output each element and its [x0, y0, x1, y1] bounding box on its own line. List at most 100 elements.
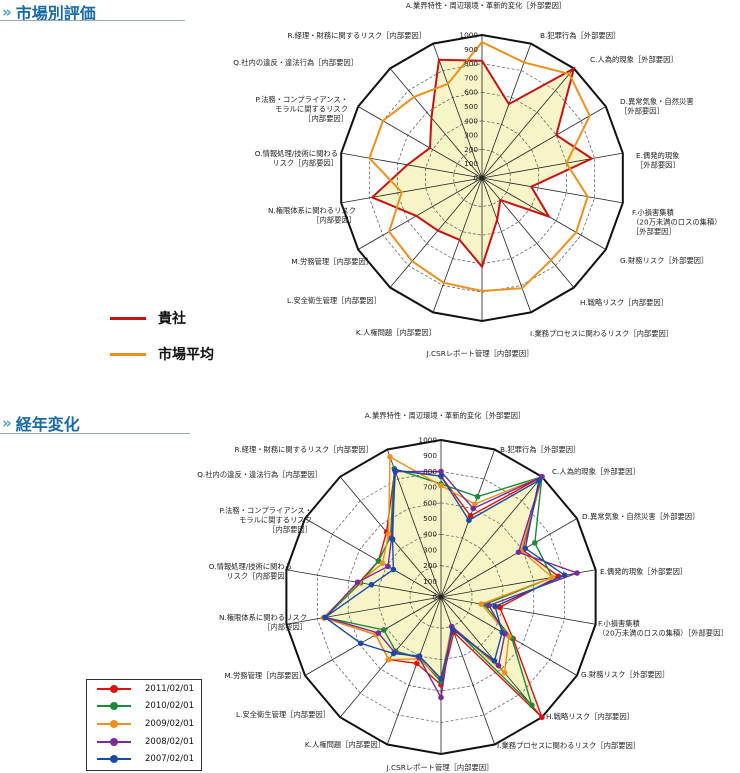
- category-label: G.財務リスク［外部要因］: [620, 256, 708, 265]
- category-label: L.安全衛生管理［内部要因］: [287, 296, 381, 305]
- category-label: E.偶発的現象: [636, 151, 679, 160]
- tick-label: 500: [464, 102, 478, 111]
- category-label: H.戦略リスク［内部要因］: [580, 298, 668, 307]
- data-point: [438, 482, 444, 489]
- legend-item: 2010/02/01: [87, 698, 201, 716]
- data-point: [375, 558, 382, 564]
- category-label: A.業界特性・周辺環境・革新的変化［外部要因］: [365, 411, 525, 420]
- axis-spoke: [432, 177, 483, 313]
- axis-spoke: [440, 569, 596, 598]
- data-point: [496, 604, 503, 611]
- legend-marker: [97, 684, 131, 694]
- data-point: [506, 633, 512, 640]
- radar-chart: 0 100 200 300 400 500 600 700 800 900 1000 A.業界特性・周…: [233, 1, 721, 358]
- data-point: [532, 540, 538, 546]
- tick-label: 300: [464, 131, 478, 140]
- data-point: [492, 603, 498, 610]
- category-label: I.業務プロセスに関わるリスク［内部要因］: [497, 741, 640, 750]
- axis-spoke: [432, 43, 483, 179]
- data-point: [438, 473, 444, 479]
- category-label: J.CSRレポート管理［内部要因］: [386, 763, 494, 772]
- legend-item: 2008/02/01: [87, 733, 201, 751]
- tick-label: 500: [423, 514, 437, 523]
- axis-spoke: [341, 177, 483, 204]
- category-label: K.人権問題［内部要因］: [305, 740, 385, 749]
- data-point: [368, 581, 375, 588]
- category-label: C.人為的現象［外部要因］: [590, 55, 678, 64]
- category-label: （20万未満のロスの集積）: [632, 218, 722, 227]
- axis-spoke: [481, 177, 532, 313]
- category-label: M.労務管理［内部要因］: [291, 257, 373, 266]
- section-title-trend: 経年変化: [15, 415, 80, 434]
- data-point: [466, 517, 472, 524]
- data-point: [501, 669, 508, 676]
- axis-spoke: [481, 106, 607, 179]
- tick-label: 600: [423, 498, 437, 507]
- data-point: [499, 629, 505, 636]
- series-line: [368, 40, 591, 292]
- category-label: Q.社内の違反・違法行為［内部要因］: [233, 58, 358, 67]
- data-point: [379, 560, 386, 567]
- tick-label: 900: [423, 451, 437, 460]
- category-label: B.犯罪行為［外部要因］: [540, 31, 620, 40]
- tick-label: 200: [464, 145, 478, 154]
- data-point: [389, 536, 396, 543]
- tick-label: 800: [464, 59, 478, 68]
- data-point: [450, 626, 456, 633]
- category-label: リスク［内部要因］: [272, 159, 338, 168]
- tick-label: 400: [464, 116, 478, 125]
- category-label: P.法務・コンプライアンス・: [220, 506, 313, 515]
- category-label: O.情報処理/技術に関わる: [255, 149, 338, 158]
- category-label: H.戦略リスク［内部要因］: [546, 712, 634, 721]
- legend-swatch: [110, 316, 146, 320]
- data-point: [574, 570, 580, 576]
- category-label: F.小損害集積: [632, 208, 675, 217]
- axis-spoke: [386, 596, 442, 745]
- axis-spoke: [286, 569, 442, 598]
- legend-label: 2011/02/01: [145, 683, 194, 694]
- data-point: [474, 493, 481, 500]
- section-head-trend: » 経年変化: [0, 412, 80, 434]
- data-point: [392, 467, 398, 473]
- category-label: L.安全衛生管理［内部要因］: [236, 710, 330, 719]
- data-point: [515, 549, 522, 556]
- data-point: [354, 579, 361, 586]
- category-label: ［外部要因］: [620, 107, 664, 116]
- tick-label: 1000: [459, 31, 478, 40]
- axis-spoke: [389, 68, 483, 179]
- category-label: モラルに関するリスク: [239, 516, 312, 525]
- axis-spoke: [389, 177, 483, 288]
- axis-spoke: [481, 68, 575, 179]
- tick-label: 600: [464, 88, 478, 97]
- category-label: A.業界特性・周辺環境・革新的変化［外部要因］: [406, 1, 566, 10]
- tick-label: 1000: [418, 436, 437, 445]
- axis-spoke: [481, 177, 607, 250]
- category-label: P.法務・コンプライアンス・: [256, 95, 349, 104]
- legend-marker: [97, 754, 131, 764]
- legend-marker: [97, 701, 131, 711]
- data-point: [414, 660, 420, 667]
- data-point: [438, 694, 444, 701]
- legend-item: 貴社: [110, 300, 270, 336]
- legend-item: 市場平均: [110, 336, 270, 372]
- category-label: D.異常気象・自然災害: [620, 97, 694, 106]
- tick-label: 400: [423, 530, 437, 539]
- category-label: N.権限体系に関わるリスク: [268, 206, 356, 215]
- axis-spoke: [440, 596, 543, 718]
- tick-label: 100: [423, 577, 437, 586]
- category-label: ［外部要因］: [632, 227, 676, 236]
- data-point: [467, 513, 474, 519]
- data-point: [478, 601, 484, 607]
- axis-spoke: [304, 596, 442, 676]
- data-point: [536, 477, 542, 484]
- data-point: [539, 714, 545, 721]
- data-point: [549, 574, 556, 581]
- axis-spoke: [481, 177, 623, 204]
- double-chevron-icon: »: [2, 3, 12, 21]
- data-point: [385, 656, 392, 663]
- category-label: E.偶発的現象［外部要因］: [600, 567, 687, 576]
- series-line: [370, 58, 594, 269]
- category-label: M.労務管理［内部要因］: [224, 671, 306, 680]
- category-label: ［内部要因］: [263, 623, 307, 632]
